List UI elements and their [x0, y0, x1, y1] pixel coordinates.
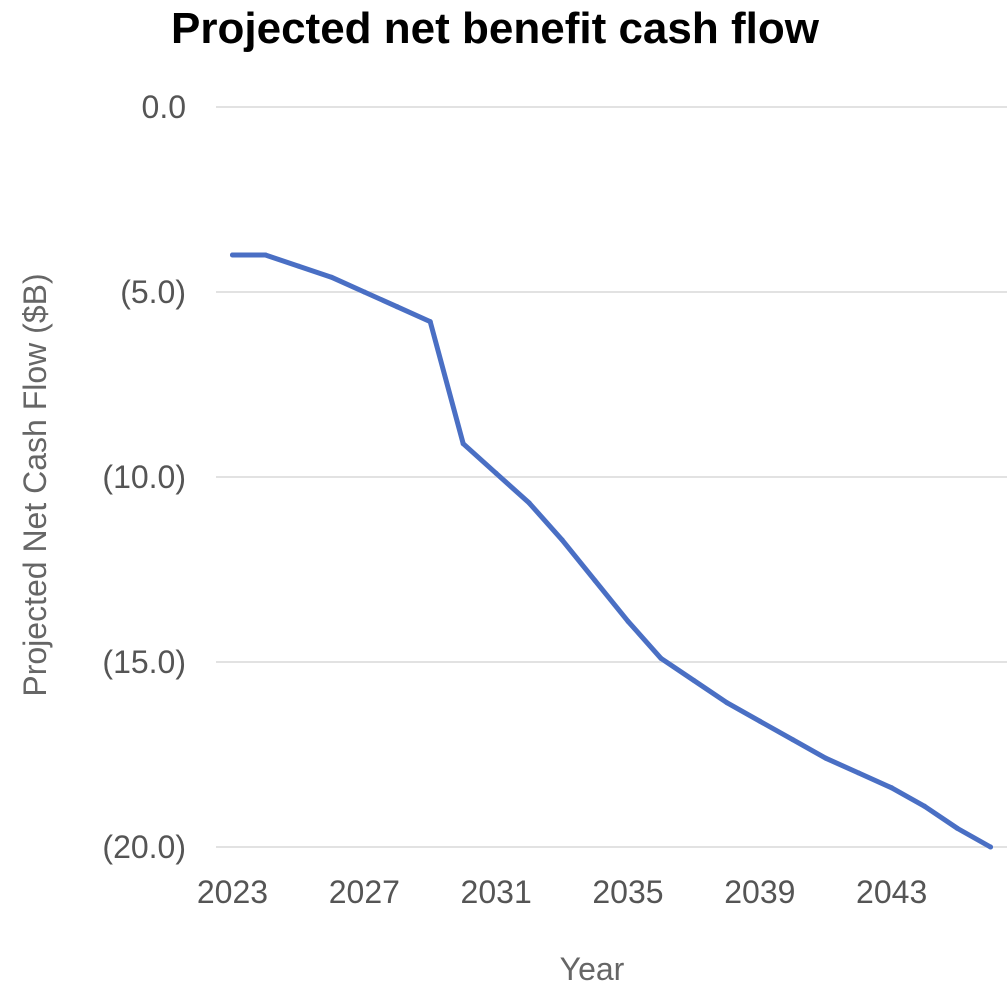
data-point [394, 304, 400, 310]
data-point [460, 441, 466, 447]
y-tick-label: (15.0) [102, 644, 186, 680]
data-point [823, 755, 829, 761]
data-point [526, 500, 532, 506]
gridlines [216, 106, 1007, 848]
x-tick-label: 2035 [592, 874, 663, 910]
data-point [988, 844, 994, 850]
data-point [295, 263, 301, 269]
data-point [493, 470, 499, 476]
x-tick-label: 2043 [856, 874, 927, 910]
x-axis-ticks: 2023 2027 2031 2035 2039 2043 [197, 874, 927, 910]
data-point [856, 770, 862, 776]
data-point [592, 578, 598, 584]
data-point [724, 700, 730, 706]
data-point [691, 678, 697, 683]
chart-title: Projected net benefit cash flow [171, 4, 819, 53]
data-point [658, 655, 664, 661]
series-line [230, 252, 993, 850]
data-point [757, 718, 763, 724]
data-point [790, 737, 796, 743]
x-axis-label: Year [560, 951, 625, 987]
data-point [922, 803, 928, 809]
data-point [262, 252, 268, 258]
data-point [625, 618, 631, 624]
y-tick-label: (5.0) [120, 274, 186, 310]
x-tick-label: 2031 [461, 874, 532, 910]
data-point [328, 274, 334, 280]
data-point [889, 785, 895, 791]
y-tick-label: (10.0) [102, 459, 186, 495]
data-point [361, 289, 367, 295]
data-point [427, 319, 433, 325]
x-tick-label: 2027 [329, 874, 400, 910]
y-axis-label: Projected Net Cash Flow ($B) [17, 273, 53, 696]
data-point [229, 252, 235, 258]
x-tick-label: 2023 [197, 874, 268, 910]
data-point [559, 537, 565, 543]
x-tick-label: 2039 [724, 874, 795, 910]
y-tick-label: 0.0 [142, 89, 186, 125]
data-point [955, 826, 961, 831]
series-layer [229, 252, 994, 850]
y-tick-label: (20.0) [102, 829, 186, 865]
y-axis-ticks: 0.0 (5.0) (10.0) (15.0) (20.0) [102, 89, 186, 865]
